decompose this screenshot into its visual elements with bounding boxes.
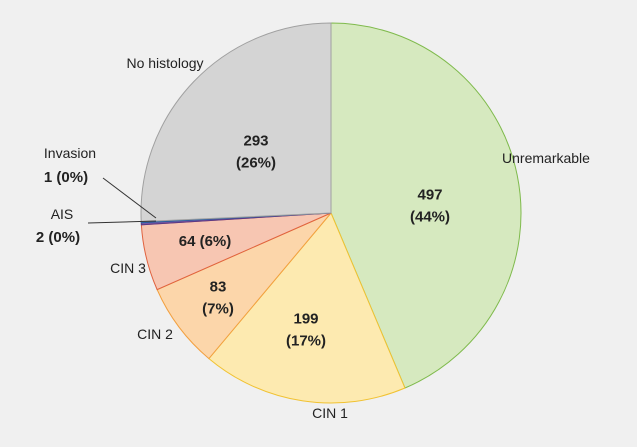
category-label: Unremarkable xyxy=(502,149,590,166)
category-label: AIS xyxy=(50,205,74,222)
category-label: CIN 2 xyxy=(137,325,173,342)
data-label: 497 (44%) xyxy=(409,186,450,225)
category-label: Invasion xyxy=(43,144,97,161)
data-label: 199 (17%) xyxy=(285,310,326,349)
pie-slice xyxy=(330,22,522,389)
data-label: 2 (0%) xyxy=(35,229,81,247)
data-label: 64 (6%) xyxy=(178,233,232,251)
leader-line xyxy=(102,177,157,219)
category-label: CIN 3 xyxy=(110,259,146,276)
pie-slice xyxy=(140,22,332,223)
data-label: 83 (7%) xyxy=(202,278,234,317)
data-label: 1 (0%) xyxy=(43,169,89,187)
leader-line xyxy=(87,220,157,224)
category-label: CIN 1 xyxy=(312,404,348,421)
pie-slice xyxy=(208,212,406,404)
data-label: 293 (26%) xyxy=(235,132,276,171)
category-label: No histology xyxy=(126,54,204,71)
